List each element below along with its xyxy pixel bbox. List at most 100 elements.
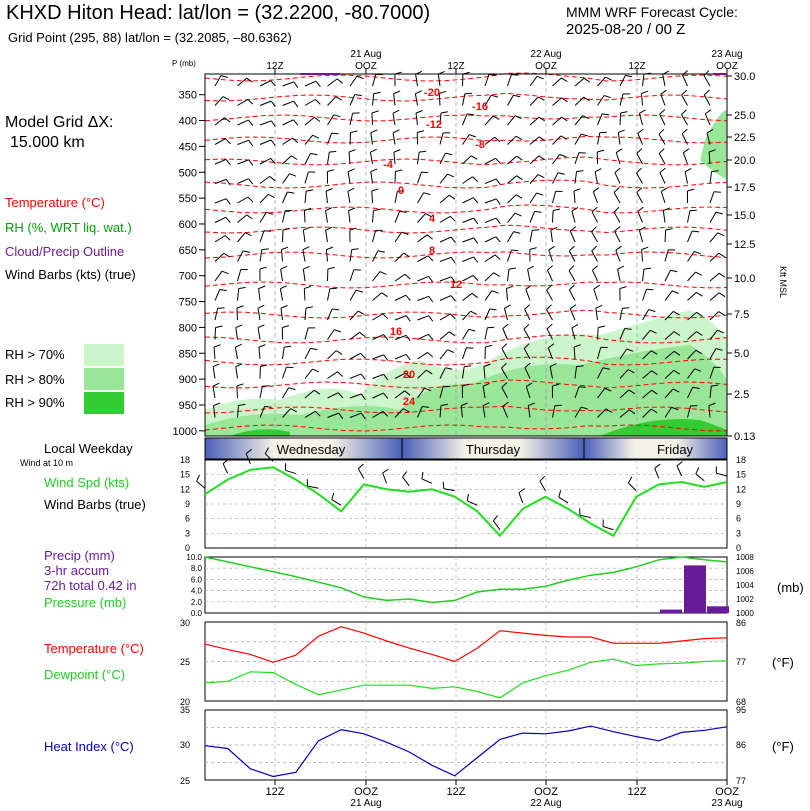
wind-barb	[664, 331, 675, 340]
wind-barb	[709, 252, 720, 262]
wind-barb-flag	[597, 149, 605, 153]
wind-barb-flag	[405, 372, 411, 379]
surface-wind-barb	[331, 499, 342, 506]
wind-barb-flag	[718, 272, 726, 278]
wind-barb-flag	[335, 96, 343, 101]
wind-barb	[709, 366, 715, 379]
wind-barb-flag	[450, 295, 456, 302]
wind-barb	[704, 113, 711, 126]
heat-tick-label-right: 86	[736, 740, 746, 750]
wind-barb	[484, 94, 492, 106]
wind-barb	[547, 347, 553, 360]
wind-barb	[574, 77, 585, 87]
wind-tick-label-left: 9	[185, 499, 190, 509]
wind-barb-flag	[573, 188, 581, 192]
wind-note: Wind at 10 m	[20, 458, 74, 468]
wind-barb-flag	[651, 370, 658, 376]
wind-barb-flag	[427, 333, 434, 340]
wind-barb	[282, 137, 293, 145]
wind-barb	[237, 159, 249, 165]
wind-barb	[349, 289, 357, 301]
wind-barb	[438, 93, 441, 106]
wind-barb-flag	[511, 74, 519, 76]
pressure-tick-label: 450	[179, 141, 197, 153]
wind-barb-flag	[404, 273, 411, 280]
wind-barb-flag	[673, 310, 680, 316]
wind-barb-flag	[405, 294, 411, 301]
rh90-swatch	[84, 392, 124, 414]
wind-barb-flag	[383, 374, 389, 381]
wind-barb	[259, 386, 263, 399]
wind-barb	[235, 327, 238, 340]
surface-wind-barb-flag	[306, 479, 309, 487]
surface-wind-barb-flag	[518, 488, 525, 494]
wind-barb	[523, 328, 531, 340]
wind-barb-flag	[524, 304, 531, 310]
top-time-label: 12Z	[266, 61, 283, 72]
rh-shading	[205, 110, 727, 436]
wind-barb	[462, 155, 472, 165]
wind-barb-flag	[225, 216, 231, 224]
wind-barb	[462, 292, 473, 301]
wind-barb-flag	[619, 286, 627, 289]
wind-barb	[638, 230, 643, 243]
wind-speed-line	[204, 466, 728, 538]
wind-barb	[507, 94, 514, 106]
wind-barb-flag	[439, 90, 447, 94]
wind-barb	[709, 232, 719, 243]
pressure-axis-right: 1008 1006 1004 1002 1000	[736, 553, 754, 618]
wind-barb-flag	[393, 90, 401, 95]
wind-barb-flag	[605, 408, 613, 413]
wind-barb-flag	[711, 170, 719, 173]
wind-barb-flag	[290, 408, 298, 413]
top-time-label: OOZ	[535, 61, 557, 72]
wind-barb	[664, 407, 672, 418]
temperature-contour-line	[204, 72, 728, 82]
pressure-tick-label: 750	[179, 297, 197, 309]
wind-barb	[237, 250, 244, 262]
wind-barb	[304, 368, 313, 379]
wind-barb	[372, 210, 374, 223]
wind-barb-flag	[425, 369, 433, 375]
wind-barb	[327, 114, 335, 126]
wind-barb-flag	[578, 386, 586, 388]
wind-barb-flag	[528, 402, 535, 407]
wind-barb-flag	[360, 393, 366, 400]
height-axis: 30.0 25.0 22.5 20.0 17.5 15.0 12.5 10.0 7.5 5.0 2.…	[727, 71, 755, 443]
wind-barb	[462, 134, 470, 145]
surface-wind-barb-flag	[695, 467, 700, 475]
wind-barb	[258, 288, 261, 301]
sounding-frame	[204, 73, 728, 437]
wind-barb-flag	[382, 411, 389, 417]
wind-barb-flag	[491, 290, 499, 294]
wind-barb	[552, 154, 561, 165]
wind-barb	[214, 252, 225, 262]
pressure-tick-label: 900	[179, 374, 197, 386]
wind-barb	[484, 136, 495, 145]
wind-barb	[237, 269, 242, 282]
wind-barb-flag	[514, 115, 522, 120]
wind-barb-flag	[548, 343, 555, 349]
wind-barb-flag	[383, 334, 389, 341]
temperature-contour-line	[204, 156, 728, 166]
wind-barb	[484, 74, 490, 87]
wind-barb	[214, 289, 221, 301]
wind-barb-flag	[624, 328, 632, 330]
wind-barb	[642, 309, 650, 321]
wind-barb	[417, 213, 426, 223]
wind-barb-flag	[248, 119, 254, 126]
wind-barb-flag	[658, 148, 665, 154]
wind-barb	[237, 196, 249, 204]
wind-barb	[568, 270, 576, 282]
wind-barb	[439, 295, 452, 301]
wind-barb	[214, 235, 226, 243]
wind-barb	[236, 385, 238, 399]
wind-barb	[597, 408, 607, 418]
wind-barb	[327, 288, 331, 301]
wind-barb	[615, 152, 621, 165]
wind-barb	[304, 327, 309, 340]
surface-wind-barb	[579, 514, 591, 519]
bottom-time-label: 12Z	[628, 786, 647, 798]
wind-barb	[394, 372, 406, 379]
